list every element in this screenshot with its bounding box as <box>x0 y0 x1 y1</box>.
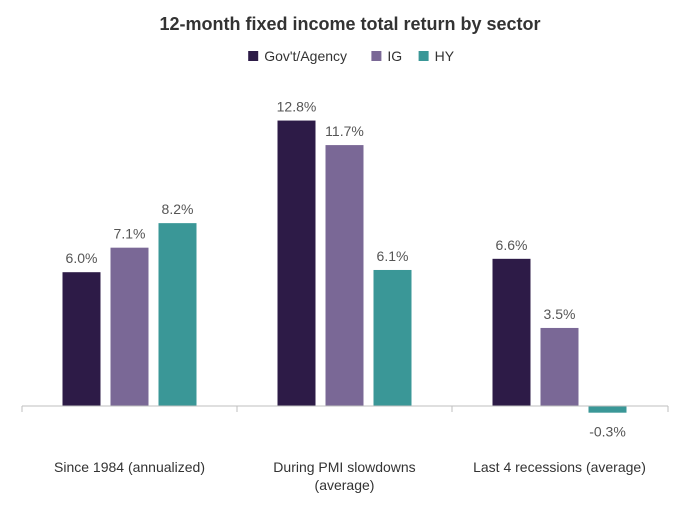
category-label-line: Last 4 recessions (average) <box>473 459 646 475</box>
category-label-2: During PMI slowdowns (average) <box>273 459 415 493</box>
bars-group <box>62 120 627 413</box>
bar-gov-t-agency-3 <box>492 258 531 406</box>
legend-swatch-ig <box>371 51 382 61</box>
data-label-hy-1: 8.2% <box>162 201 194 217</box>
category-label-line: (average) <box>315 477 375 493</box>
chart-title: 12-month fixed income total return by se… <box>159 14 540 34</box>
legend-label-ig: IG <box>387 48 402 64</box>
data-label-gov-t-agency-3: 6.6% <box>496 237 528 253</box>
legend-swatch-hy <box>418 51 429 61</box>
data-label-ig-3: 3.5% <box>544 306 576 322</box>
bar-hy-2 <box>373 269 412 406</box>
legend: Gov't/Agency IG HY <box>248 48 455 64</box>
data-label-hy-2: 6.1% <box>377 248 409 264</box>
data-label-ig-1: 7.1% <box>114 226 146 242</box>
category-label-line: During PMI slowdowns <box>273 459 415 475</box>
data-label-hy-3: -0.3% <box>589 424 626 440</box>
category-labels-group: Since 1984 (annualized) During PMI slowdo… <box>54 459 646 493</box>
bar-gov-t-agency-1 <box>62 272 101 406</box>
category-label-1: Since 1984 (annualized) <box>54 459 205 475</box>
bar-hy-1 <box>158 223 197 406</box>
data-labels-group: 6.0% 7.1% 8.2% 12.8% 11.7% 6.1% 6.6% 3.5% -0.3% <box>66 99 626 440</box>
x-axis-ticks <box>21 406 669 412</box>
category-label-line: Since 1984 (annualized) <box>54 459 205 475</box>
legend-label-gov-t-agency: Gov't/Agency <box>264 48 347 64</box>
legend-item-gov-t-agency: Gov't/Agency <box>248 48 347 64</box>
data-label-gov-t-agency-2: 12.8% <box>277 99 317 115</box>
bar-ig-2 <box>325 145 364 406</box>
bar-gov-t-agency-2 <box>277 120 316 406</box>
legend-swatch-gov-t-agency <box>248 51 259 61</box>
bar-ig-3 <box>540 327 579 406</box>
bar-ig-1 <box>110 247 149 406</box>
bar-hy-3 <box>588 406 627 413</box>
category-label-3: Last 4 recessions (average) <box>473 459 646 475</box>
data-label-gov-t-agency-1: 6.0% <box>66 250 98 266</box>
legend-item-ig: IG <box>371 48 402 64</box>
legend-item-hy: HY <box>418 48 455 64</box>
data-label-ig-2: 11.7% <box>325 123 364 139</box>
legend-label-hy: HY <box>435 48 455 64</box>
